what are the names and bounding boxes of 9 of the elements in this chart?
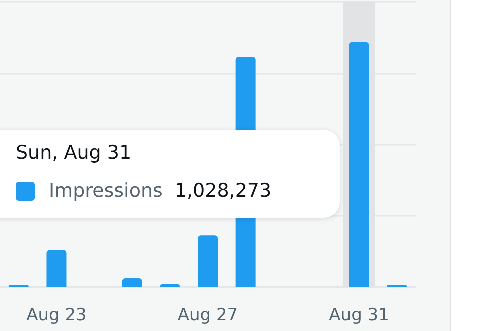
legend-label: Impressions <box>49 180 163 202</box>
annotation: 1,028,273 <box>174 180 272 202</box>
x-tick-label: Aug 31 <box>329 306 390 326</box>
annotation: Sun, Aug 31 <box>16 142 132 164</box>
bar <box>46 250 67 287</box>
x-tick-label: Aug 27 <box>178 306 238 326</box>
x-tick-label: Aug 23 <box>26 306 87 326</box>
bar <box>198 236 218 287</box>
bar <box>122 278 142 287</box>
